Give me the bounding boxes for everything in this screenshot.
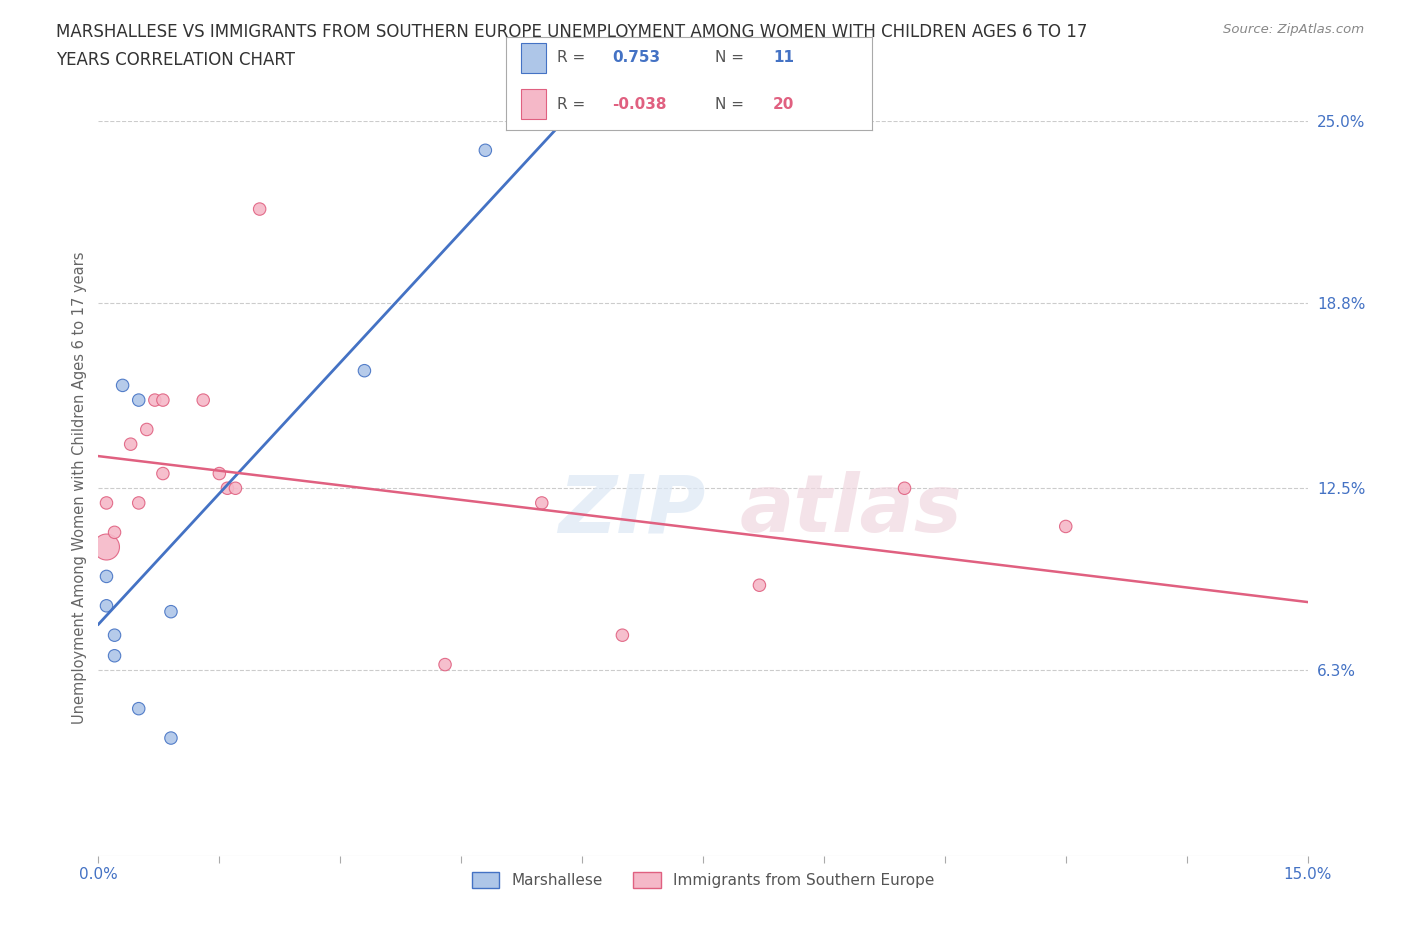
Point — [96, 598, 118, 613]
Point — [128, 496, 150, 511]
Point — [224, 481, 246, 496]
Text: N =: N = — [714, 97, 748, 112]
Point — [434, 658, 457, 672]
Point — [353, 364, 375, 379]
Point — [103, 648, 125, 663]
Point — [748, 578, 770, 592]
Point — [152, 392, 174, 407]
Point — [111, 378, 134, 392]
Point — [1054, 519, 1077, 534]
Point — [135, 422, 157, 437]
Point — [143, 392, 166, 407]
Text: 20: 20 — [773, 97, 794, 112]
Point — [474, 143, 496, 158]
Point — [103, 525, 125, 539]
Point — [193, 392, 215, 407]
Text: R =: R = — [557, 50, 591, 65]
Bar — [520, 43, 547, 73]
Text: 0.753: 0.753 — [612, 50, 661, 65]
Point — [160, 731, 183, 746]
Point — [128, 701, 150, 716]
Point — [96, 539, 118, 554]
Text: ZIP: ZIP — [558, 472, 706, 550]
Text: atlas: atlas — [740, 472, 962, 550]
Point — [893, 481, 915, 496]
Text: YEARS CORRELATION CHART: YEARS CORRELATION CHART — [56, 51, 295, 69]
Text: N =: N = — [714, 50, 748, 65]
Point — [217, 481, 239, 496]
Point — [128, 392, 150, 407]
Text: 11: 11 — [773, 50, 794, 65]
Y-axis label: Unemployment Among Women with Children Ages 6 to 17 years: Unemployment Among Women with Children A… — [72, 252, 87, 724]
Text: -0.038: -0.038 — [612, 97, 666, 112]
Point — [120, 437, 142, 452]
Point — [160, 604, 183, 619]
Point — [96, 569, 118, 584]
Point — [208, 466, 231, 481]
Point — [612, 628, 634, 643]
Point — [530, 496, 553, 511]
Text: Source: ZipAtlas.com: Source: ZipAtlas.com — [1223, 23, 1364, 36]
Point — [152, 466, 174, 481]
Bar — [520, 89, 547, 119]
Point — [103, 628, 125, 643]
Text: MARSHALLESE VS IMMIGRANTS FROM SOUTHERN EUROPE UNEMPLOYMENT AMONG WOMEN WITH CHI: MARSHALLESE VS IMMIGRANTS FROM SOUTHERN … — [56, 23, 1088, 41]
Legend: Marshallese, Immigrants from Southern Europe: Marshallese, Immigrants from Southern Eu… — [471, 872, 935, 888]
Point — [96, 496, 118, 511]
Text: R =: R = — [557, 97, 591, 112]
Point — [249, 202, 271, 217]
